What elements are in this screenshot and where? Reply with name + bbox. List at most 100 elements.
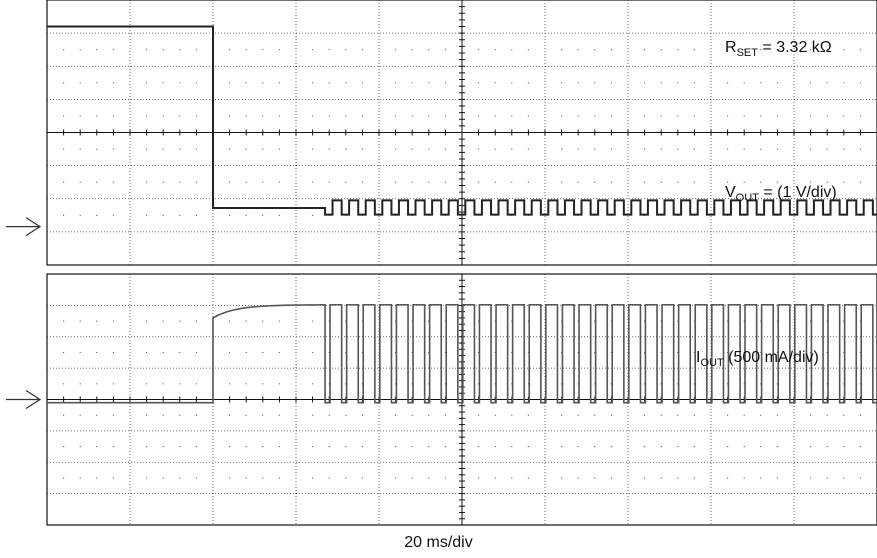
grid-dot bbox=[79, 49, 81, 51]
grid-dot bbox=[179, 181, 181, 183]
grid-dot bbox=[278, 477, 280, 479]
grid-dot bbox=[79, 414, 81, 416]
grid-dot bbox=[511, 414, 513, 416]
grid-dot bbox=[660, 477, 662, 479]
grid-dot bbox=[112, 214, 114, 216]
grid-dot bbox=[146, 148, 148, 150]
grid-dot bbox=[245, 351, 247, 354]
grid-dot bbox=[345, 414, 347, 416]
grid-dot bbox=[146, 214, 148, 216]
grid-dot bbox=[527, 445, 530, 448]
grid-dot bbox=[179, 148, 181, 150]
grid-dot bbox=[428, 49, 430, 51]
grid-dot bbox=[179, 477, 181, 479]
grid-dot bbox=[776, 181, 779, 183]
grid-dot bbox=[444, 148, 446, 150]
grid-dot bbox=[361, 477, 363, 479]
grid-dot bbox=[411, 148, 413, 150]
grid-dot bbox=[660, 82, 662, 84]
grid-dot bbox=[411, 477, 413, 479]
grid-dot bbox=[96, 414, 98, 416]
grid-dot bbox=[693, 49, 696, 51]
grid-dot bbox=[561, 82, 563, 84]
grid-dot bbox=[146, 383, 148, 385]
grid-dot bbox=[146, 82, 148, 84]
grid-dot bbox=[79, 82, 81, 84]
grid-dot bbox=[245, 181, 247, 183]
grid-dot bbox=[328, 49, 330, 51]
grid-dot bbox=[594, 445, 596, 448]
timebase-label: 20 ms/div bbox=[404, 534, 473, 551]
grid-dot bbox=[262, 148, 264, 150]
grid-dot bbox=[843, 414, 845, 416]
grid-dot bbox=[229, 49, 231, 51]
grid-dot bbox=[146, 181, 148, 183]
grid-dot bbox=[245, 477, 247, 479]
grid-dot bbox=[179, 383, 181, 385]
grid-dot bbox=[229, 181, 231, 183]
grid-dot bbox=[146, 445, 148, 448]
grid-dot bbox=[428, 148, 430, 150]
grid-dot bbox=[727, 115, 729, 117]
grid-dot bbox=[428, 115, 430, 117]
grid-dot bbox=[395, 82, 397, 84]
grid-dot bbox=[63, 320, 65, 322]
grid-dot bbox=[245, 49, 247, 51]
grid-dot bbox=[610, 115, 613, 117]
grid-dot bbox=[229, 351, 231, 354]
grid-dot bbox=[810, 49, 812, 51]
grid-dot bbox=[444, 49, 446, 51]
grid-dot bbox=[527, 82, 530, 84]
grid-dot bbox=[677, 82, 679, 84]
grid-dot bbox=[478, 477, 480, 479]
grid-dot bbox=[776, 414, 779, 416]
grid-dot bbox=[112, 49, 114, 51]
grid-dot bbox=[79, 148, 81, 150]
grid-dot bbox=[112, 148, 114, 150]
grid-dot bbox=[146, 414, 148, 416]
grid-dot bbox=[428, 82, 430, 84]
grid-dot bbox=[162, 477, 164, 479]
grid-dot bbox=[262, 214, 264, 216]
grid-dot bbox=[743, 181, 745, 183]
grid-dot bbox=[229, 82, 231, 84]
grid-dot bbox=[345, 148, 347, 150]
grid-dot bbox=[693, 115, 696, 117]
grid-dot bbox=[843, 82, 845, 84]
grid-dot bbox=[444, 115, 446, 117]
grid-dot bbox=[96, 351, 98, 354]
grid-dot bbox=[859, 445, 862, 448]
grid-dot bbox=[63, 414, 65, 416]
grid-dot bbox=[278, 115, 280, 117]
grid-dot bbox=[63, 148, 65, 150]
grid-dot bbox=[760, 148, 762, 150]
grid-dot bbox=[527, 148, 530, 150]
grid-dot bbox=[527, 477, 530, 479]
grid-dot bbox=[826, 82, 828, 84]
grid-dot bbox=[96, 181, 98, 183]
grid-dot bbox=[810, 181, 812, 183]
grid-dot bbox=[79, 383, 81, 385]
grid-dot bbox=[262, 383, 264, 385]
grid-dot bbox=[179, 115, 181, 117]
grid-dot bbox=[511, 49, 513, 51]
grid-dot bbox=[328, 115, 330, 117]
grid-dot bbox=[644, 148, 646, 150]
grid-dot bbox=[577, 414, 579, 416]
grid-dot bbox=[494, 181, 496, 183]
grid-dot bbox=[644, 115, 646, 117]
grid-dot bbox=[79, 214, 81, 216]
grid-dot bbox=[727, 414, 729, 416]
grid-dot bbox=[660, 414, 662, 416]
grid-dot bbox=[361, 148, 363, 150]
grid-dot bbox=[328, 477, 330, 479]
grid-dot bbox=[395, 148, 397, 150]
grid-dot bbox=[577, 82, 579, 84]
grid-dot bbox=[527, 49, 530, 51]
grid-dot bbox=[195, 445, 197, 448]
grid-dot bbox=[278, 214, 280, 216]
grid-dot bbox=[361, 115, 363, 117]
grid-dot bbox=[428, 181, 430, 183]
grid-dot bbox=[810, 115, 812, 117]
grid-dot bbox=[229, 477, 231, 479]
